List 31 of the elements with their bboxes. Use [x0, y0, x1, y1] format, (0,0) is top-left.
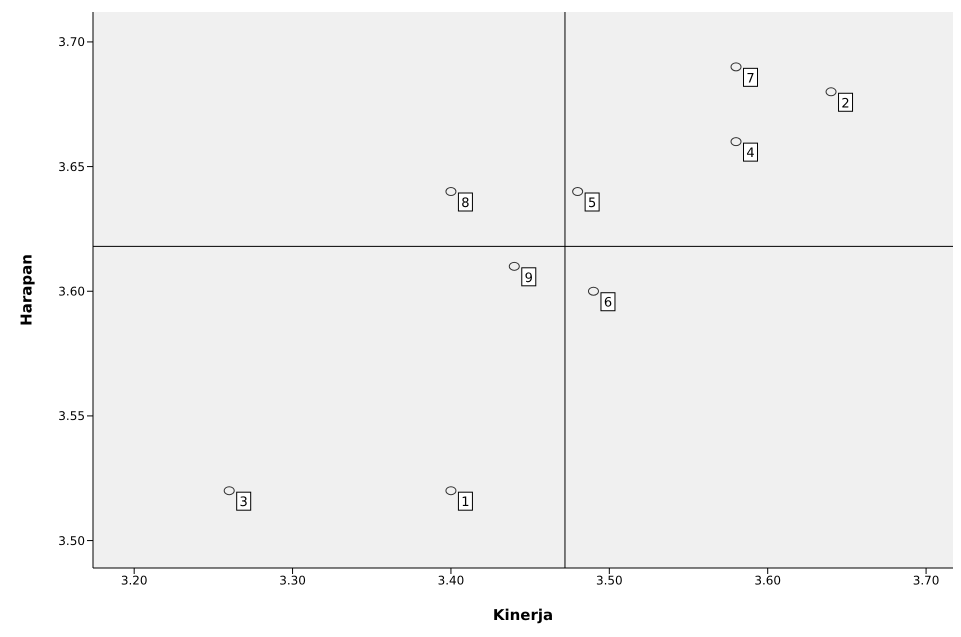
point	[445, 486, 456, 496]
x-tick-label: 3.40	[438, 574, 464, 588]
y-tick-label: 3.50	[58, 534, 85, 548]
annotation: 1	[461, 495, 470, 510]
point	[826, 87, 837, 96]
annotation: 8	[461, 196, 470, 211]
y-axis-title: Harapan	[17, 254, 36, 326]
annotation: 2	[841, 96, 850, 112]
y-tick-label: 3.55	[58, 409, 85, 424]
point	[588, 286, 599, 296]
x-tick-label: 3.60	[754, 574, 782, 588]
point	[508, 262, 520, 271]
y-tick-label: 3.60	[58, 284, 85, 299]
x-tick-label: 3.50	[596, 574, 623, 588]
point	[445, 187, 456, 196]
x-tick-label: 3.70	[912, 574, 940, 588]
annotation: 9	[524, 270, 533, 286]
point	[224, 486, 235, 496]
y-tick-label: 3.65	[58, 160, 85, 174]
annotation: 4	[746, 146, 755, 162]
annotation: 5	[588, 196, 596, 211]
point	[730, 62, 742, 72]
x-tick-label: 3.30	[279, 574, 306, 588]
annotation: 6	[604, 296, 612, 311]
y-tick-label: 3.70	[58, 35, 85, 50]
annotation: 7	[746, 71, 755, 86]
point	[730, 137, 742, 146]
annotation: 3	[240, 495, 248, 510]
x-axis-title: Kinerja	[492, 606, 554, 624]
point	[572, 187, 584, 196]
x-tick-label: 3.20	[120, 574, 148, 588]
